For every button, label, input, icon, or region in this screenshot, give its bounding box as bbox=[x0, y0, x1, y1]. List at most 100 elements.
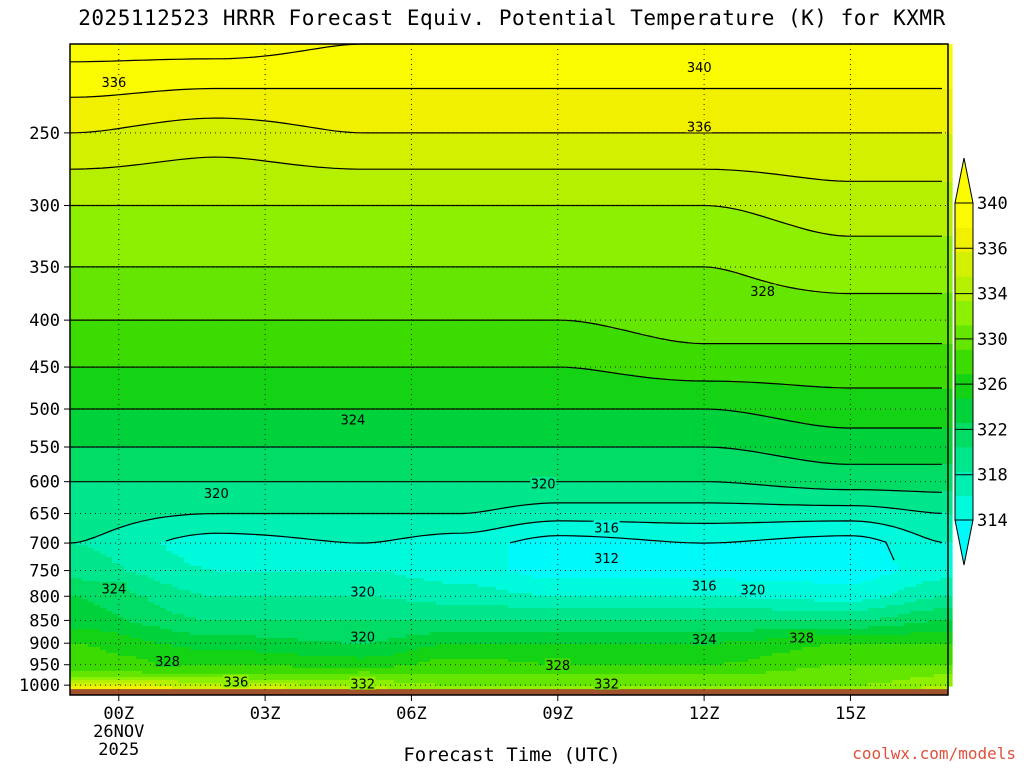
field-cell bbox=[844, 344, 851, 390]
field-cell bbox=[334, 410, 341, 447]
field-cell bbox=[484, 368, 491, 411]
field-cell bbox=[946, 515, 953, 543]
field-cell bbox=[934, 512, 941, 543]
field-cell bbox=[760, 416, 767, 453]
field-cell bbox=[544, 644, 551, 666]
field-cell bbox=[766, 284, 773, 345]
field-cell bbox=[784, 458, 791, 489]
field-cell bbox=[622, 206, 629, 267]
field-cell bbox=[586, 170, 593, 207]
field-cell bbox=[568, 632, 575, 645]
field-cell bbox=[154, 605, 161, 627]
field-cell bbox=[376, 206, 383, 267]
field-cell bbox=[934, 182, 941, 237]
field-cell bbox=[376, 266, 383, 321]
field-cell bbox=[586, 89, 593, 135]
field-cell bbox=[88, 206, 95, 267]
field-cell bbox=[538, 536, 545, 579]
field-cell bbox=[502, 620, 509, 633]
field-cell bbox=[508, 593, 515, 609]
field-cell bbox=[520, 593, 527, 609]
field-cell bbox=[610, 329, 617, 375]
field-cell bbox=[382, 320, 389, 369]
field-cell bbox=[142, 446, 149, 483]
field-cell bbox=[574, 206, 581, 267]
field-cell bbox=[796, 134, 803, 177]
field-cell bbox=[664, 632, 671, 645]
field-cell bbox=[484, 587, 491, 606]
field-cell bbox=[598, 620, 605, 633]
field-cell bbox=[370, 266, 377, 321]
field-cell bbox=[832, 629, 839, 636]
field-cell bbox=[904, 602, 911, 615]
field-cell bbox=[130, 524, 137, 573]
credit-link[interactable]: coolwx.com/models bbox=[852, 744, 1016, 763]
field-cell bbox=[772, 521, 779, 540]
field-cell bbox=[790, 422, 797, 459]
field-cell bbox=[100, 680, 107, 684]
field-cell bbox=[724, 449, 731, 483]
field-cell bbox=[526, 593, 533, 609]
field-cell bbox=[202, 266, 209, 321]
field-cell bbox=[568, 89, 575, 135]
field-cell bbox=[670, 206, 677, 267]
field-cell bbox=[310, 620, 317, 642]
field-cell bbox=[220, 44, 227, 90]
field-cell bbox=[850, 428, 857, 465]
field-cell bbox=[736, 449, 743, 483]
colorbar-swatch bbox=[955, 471, 973, 497]
field-cell bbox=[82, 581, 89, 600]
field-cell bbox=[340, 620, 347, 645]
field-cell bbox=[394, 89, 401, 135]
field-cell bbox=[640, 596, 647, 609]
field-cell bbox=[700, 542, 707, 579]
field-cell bbox=[568, 266, 575, 321]
field-cell bbox=[682, 170, 689, 207]
field-cell bbox=[682, 44, 689, 90]
field-cell bbox=[256, 266, 263, 321]
field-cell bbox=[898, 590, 905, 606]
field-cell bbox=[832, 293, 839, 345]
field-cell bbox=[706, 410, 713, 447]
field-cell bbox=[610, 665, 617, 675]
x-tick-label: 03Z bbox=[250, 704, 281, 724]
field-cell bbox=[880, 293, 887, 345]
colorbar-label: 336 bbox=[977, 239, 1008, 259]
field-cell bbox=[100, 320, 107, 369]
field-cell bbox=[928, 134, 935, 183]
field-cell bbox=[328, 656, 335, 669]
field-cell bbox=[712, 446, 719, 483]
field-cell bbox=[880, 542, 887, 576]
field-cell bbox=[124, 266, 131, 321]
field-cell bbox=[898, 491, 905, 510]
field-cell bbox=[478, 320, 485, 369]
field-cell bbox=[718, 608, 725, 621]
field-cell bbox=[124, 620, 131, 636]
field-cell bbox=[292, 515, 299, 540]
field-cell bbox=[508, 527, 515, 543]
colorbar-swatch bbox=[955, 349, 973, 375]
field-cell bbox=[334, 206, 341, 267]
field-cell bbox=[406, 650, 413, 666]
field-cell bbox=[292, 674, 299, 681]
field-cell bbox=[610, 134, 617, 171]
field-cell bbox=[856, 44, 863, 90]
field-cell bbox=[142, 674, 149, 678]
field-cell bbox=[652, 620, 659, 633]
field-cell bbox=[184, 368, 191, 411]
field-cell bbox=[436, 89, 443, 135]
field-cell bbox=[376, 620, 383, 642]
field-cell bbox=[604, 665, 611, 675]
field-cell bbox=[346, 320, 353, 369]
field-cell bbox=[718, 632, 725, 645]
field-cell bbox=[238, 635, 245, 651]
field-cell bbox=[322, 674, 329, 681]
field-cell bbox=[742, 170, 749, 213]
field-cell bbox=[832, 665, 839, 687]
field-cell bbox=[724, 641, 731, 663]
colorbar-label: 330 bbox=[977, 330, 1008, 350]
field-cell bbox=[202, 569, 209, 597]
field-cell bbox=[70, 134, 77, 171]
field-cell bbox=[262, 482, 269, 516]
field-cell bbox=[568, 644, 575, 666]
